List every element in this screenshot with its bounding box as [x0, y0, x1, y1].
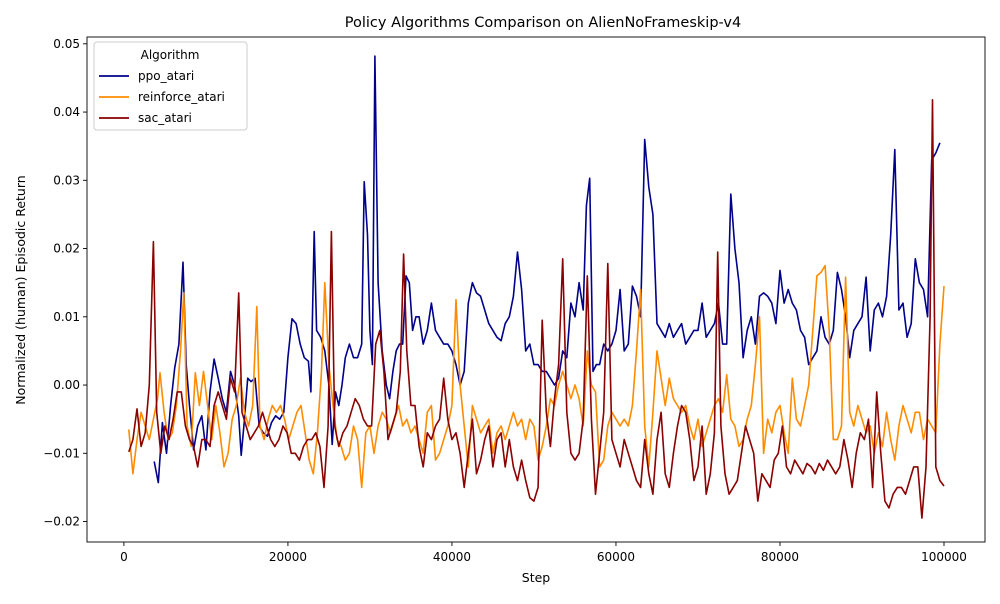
x-tick-label: 100000 — [921, 550, 967, 564]
series-layer — [128, 55, 945, 519]
x-tick-label: 60000 — [597, 550, 635, 564]
legend-title: Algorithm — [141, 48, 200, 62]
legend-label-reinforce_atari: reinforce_atari — [138, 90, 225, 104]
legend-box — [93, 41, 248, 131]
y-tick-label: 0.03 — [53, 173, 80, 187]
legend-label-sac_atari: sac_atari — [138, 111, 192, 125]
series-line-sac_atari — [128, 99, 945, 519]
y-tick-label: −0.01 — [43, 446, 80, 460]
series-line-ppo_atari — [153, 55, 941, 484]
y-tick-label: −0.02 — [43, 515, 80, 529]
x-axis-label: Step — [522, 570, 551, 585]
plot-frame — [86, 36, 986, 543]
y-axis-label: Normalized (human) Episodic Return — [13, 175, 28, 404]
legend-label-ppo_atari: ppo_atari — [138, 69, 194, 83]
series-line-reinforce_atari — [128, 264, 945, 489]
chart-title: Policy Algorithms Comparison on AlienNoF… — [345, 15, 741, 31]
y-tick-label: 0.02 — [53, 242, 80, 256]
y-tick-label: 0.00 — [53, 378, 80, 392]
x-tick-label: 80000 — [761, 550, 799, 564]
x-tick-label: 40000 — [433, 550, 471, 564]
x-tick-label: 20000 — [269, 550, 307, 564]
y-tick-label: 0.05 — [53, 37, 80, 51]
y-tick-label: 0.01 — [53, 310, 80, 324]
legend: Algorithm ppo_atari reinforce_atari sac_ata… — [93, 41, 248, 131]
y-tick-label: 0.04 — [53, 105, 80, 119]
x-tick-label: 0 — [120, 550, 128, 564]
axes-layer: 0 20000 40000 60000 80000 100000 −0.02 −0.01 0.0… — [43, 36, 986, 564]
